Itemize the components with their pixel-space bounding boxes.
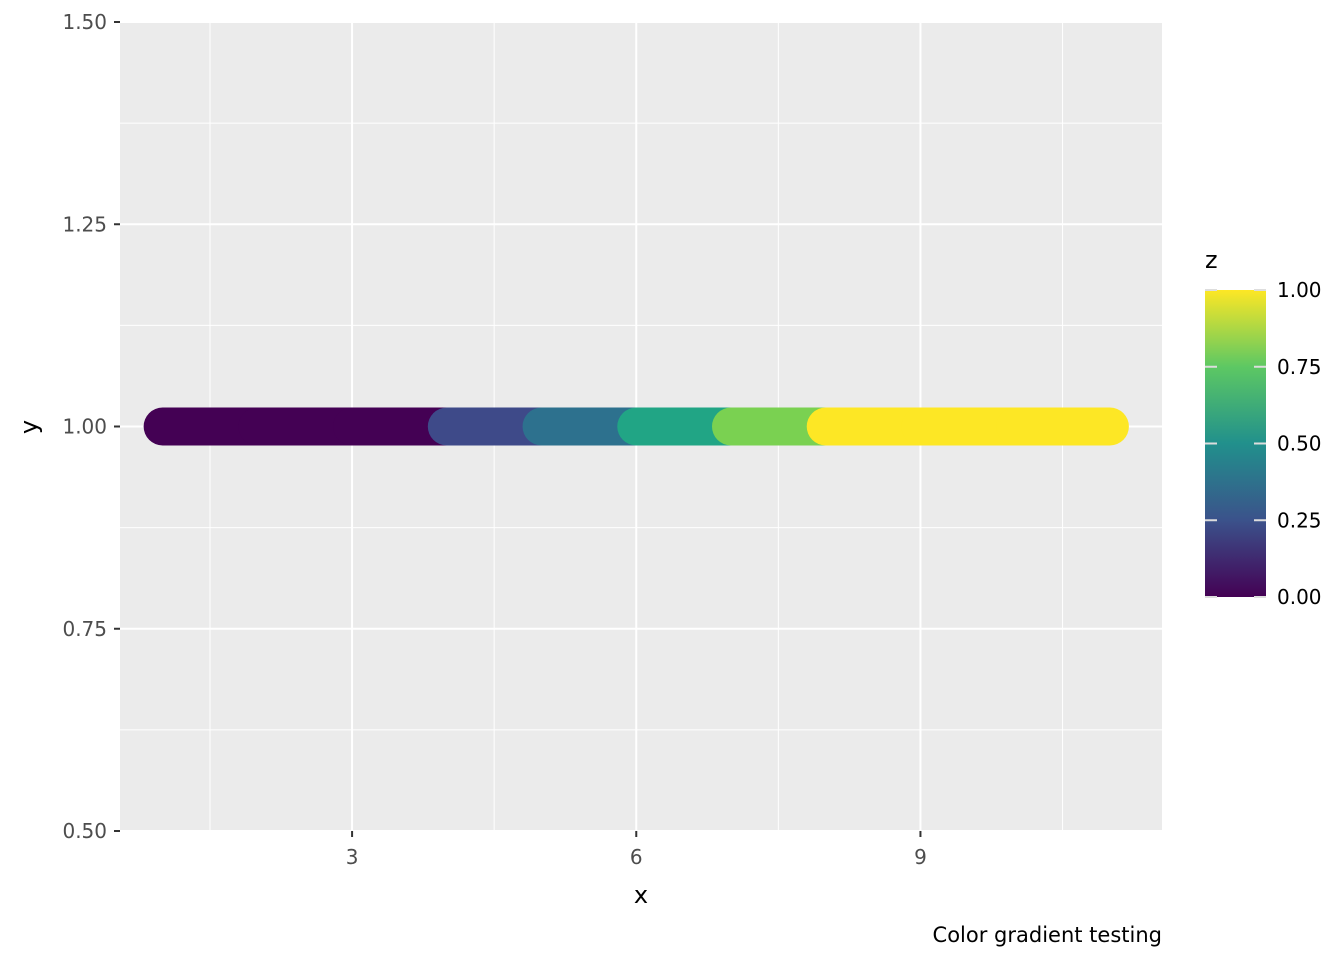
colorbar-legend: z 0.00 0.25 0.50 0.75 1.00 [1205,246,1322,609]
y-tick-label: 0.50 [62,819,107,843]
chart-caption: Color gradient testing [933,923,1162,947]
axes: 3 6 9 0.50 0.75 1.00 1.25 1.50 [62,10,926,869]
y-axis-label: y [15,420,43,434]
y-tick-label: 1.25 [62,212,107,236]
colorbar-label: 1.00 [1277,278,1322,302]
colorbar-label: 0.25 [1277,508,1322,532]
x-tick-label: 9 [914,845,927,869]
colorbar-label: 0.75 [1277,355,1322,379]
colorbar-label: 0.00 [1277,585,1322,609]
legend-title: z [1205,246,1218,274]
y-tick-label: 1.50 [62,10,107,34]
x-axis-label: x [634,881,648,909]
y-tick-label: 1.00 [62,415,107,439]
y-tick-label: 0.75 [62,617,107,641]
x-tick-label: 6 [630,845,643,869]
x-tick-label: 3 [346,845,359,869]
colorbar-label: 0.50 [1277,432,1322,456]
